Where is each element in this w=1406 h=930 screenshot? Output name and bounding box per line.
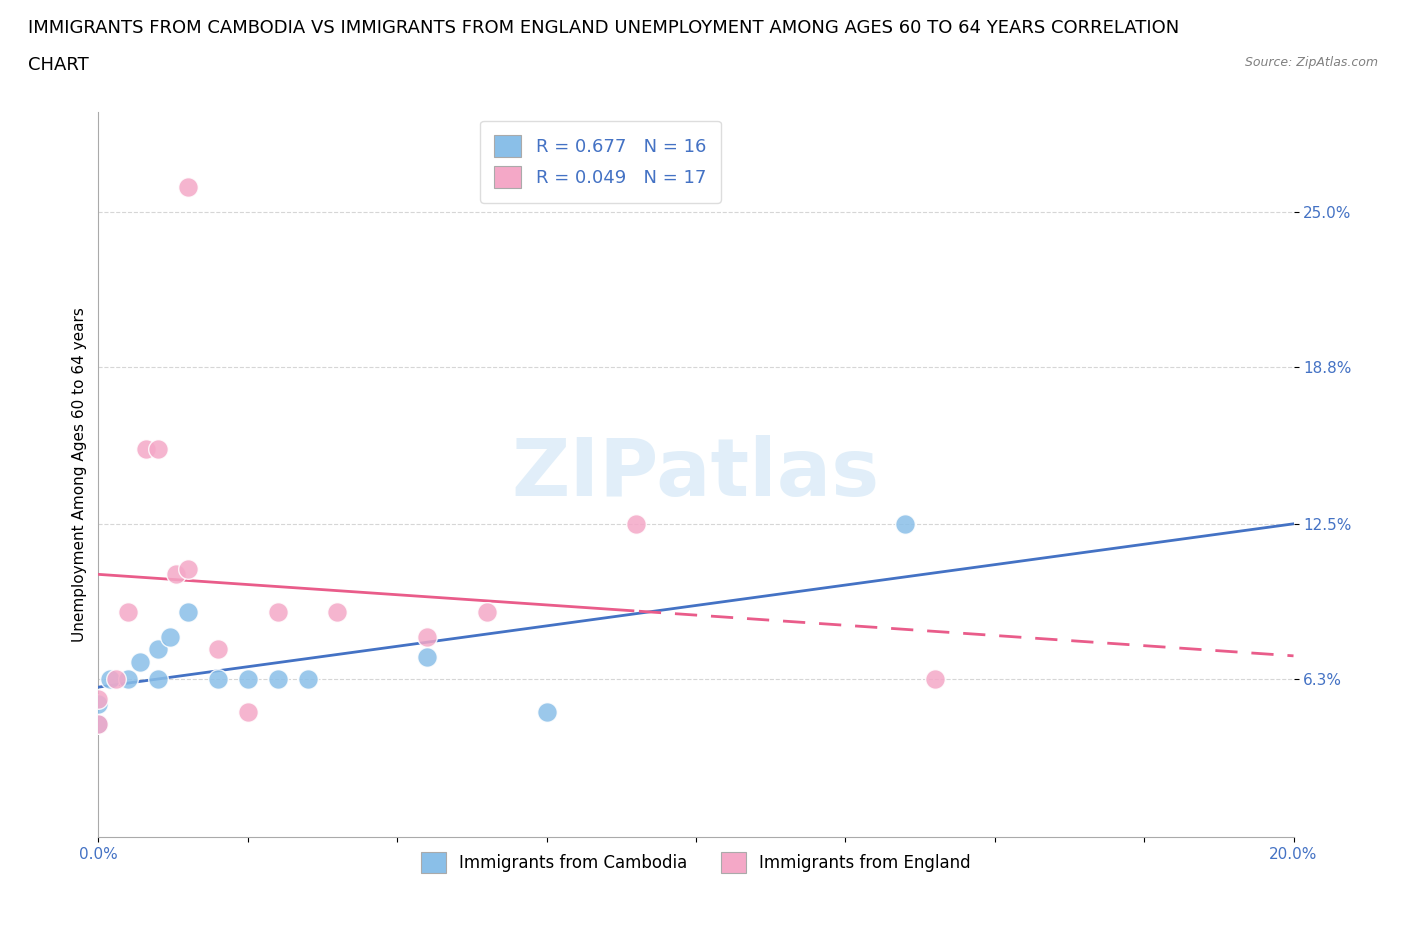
- Point: [924, 672, 946, 687]
- Point: [117, 672, 139, 687]
- Point: [117, 604, 139, 619]
- Text: IMMIGRANTS FROM CAMBODIA VS IMMIGRANTS FROM ENGLAND UNEMPLOYMENT AMONG AGES 60 T: IMMIGRANTS FROM CAMBODIA VS IMMIGRANTS F…: [28, 19, 1180, 36]
- Point: [129, 655, 152, 670]
- Point: [87, 692, 110, 707]
- Y-axis label: Unemployment Among Ages 60 to 64 years: Unemployment Among Ages 60 to 64 years: [72, 307, 87, 642]
- Point: [267, 604, 290, 619]
- Text: ZIPatlas: ZIPatlas: [512, 435, 880, 513]
- Point: [475, 604, 498, 619]
- Point: [267, 672, 290, 687]
- Point: [148, 672, 170, 687]
- Point: [87, 717, 110, 732]
- Text: CHART: CHART: [28, 56, 89, 73]
- Point: [536, 705, 558, 720]
- Point: [135, 442, 157, 457]
- Point: [894, 517, 917, 532]
- Text: Source: ZipAtlas.com: Source: ZipAtlas.com: [1244, 56, 1378, 69]
- Point: [416, 649, 439, 664]
- Point: [297, 672, 319, 687]
- Legend: Immigrants from Cambodia, Immigrants from England: Immigrants from Cambodia, Immigrants fro…: [415, 845, 977, 880]
- Point: [105, 672, 128, 687]
- Point: [416, 630, 439, 644]
- Point: [159, 630, 181, 644]
- Point: [148, 442, 170, 457]
- Point: [177, 179, 200, 194]
- Point: [236, 705, 259, 720]
- Point: [148, 642, 170, 657]
- Point: [177, 604, 200, 619]
- Point: [326, 604, 349, 619]
- Point: [207, 672, 229, 687]
- Point: [177, 562, 200, 577]
- Point: [87, 697, 110, 711]
- Point: [626, 517, 648, 532]
- Point: [207, 642, 229, 657]
- Point: [165, 567, 187, 582]
- Point: [236, 672, 259, 687]
- Point: [87, 717, 110, 732]
- Point: [98, 672, 122, 687]
